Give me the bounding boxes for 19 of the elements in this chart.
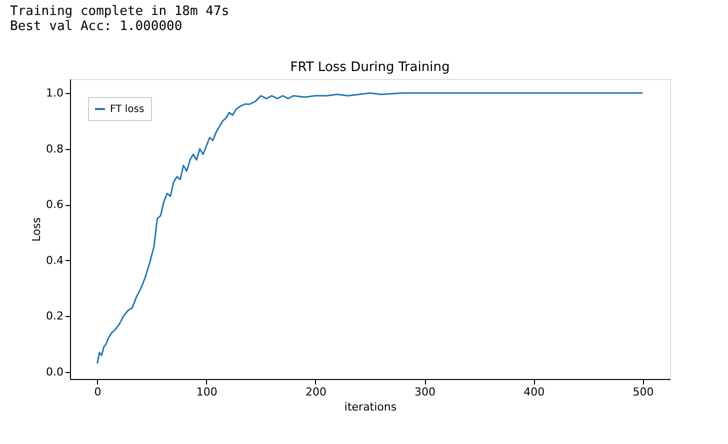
y-tick-label: 0.6 [46,198,64,212]
x-tick-label: 500 [632,386,654,398]
x-tick-label: 200 [305,386,326,398]
y-tick-label: 0.2 [46,310,64,323]
y-tick-label: 0.0 [46,366,64,379]
x-tick-label: 0 [94,386,102,398]
x-tick-label: 300 [414,386,436,398]
text: Training complete in 18m 47s [10,4,230,19]
legend-label: FT loss [110,104,144,115]
y-axis-title: Loss [30,217,44,242]
x-axis-title: iterations [344,400,397,414]
y-tick-label: 1.0 [46,86,64,100]
chart-title: FRT Loss During Training [290,60,450,75]
text: Best val Acc: 1.000000 [10,19,182,34]
x-tick-label: 100 [196,386,218,398]
y-tick-label: 0.8 [46,142,64,156]
line-series [96,92,644,364]
y-tick-label: 0.4 [46,254,64,267]
x-tick-label: 400 [524,386,545,398]
